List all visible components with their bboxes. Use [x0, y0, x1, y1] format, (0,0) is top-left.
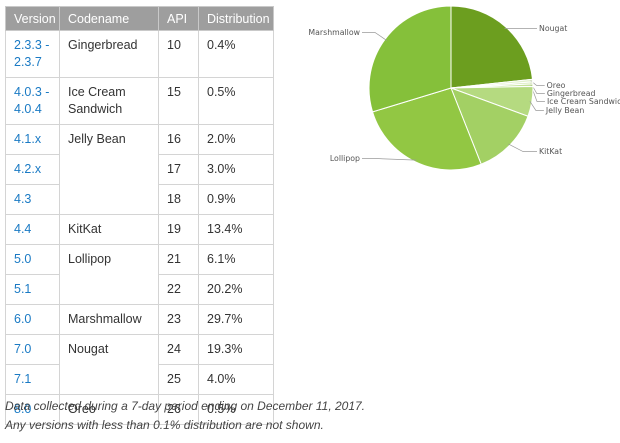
api-cell: 25 — [158, 364, 199, 395]
api-cell: 22 — [158, 274, 199, 305]
version-cell: 4.1.x — [5, 124, 60, 155]
table-row: 5.0 Lollipop 21 6.1% — [5, 244, 274, 305]
api-cell: 26 — [158, 394, 199, 425]
table-row: 7.0 Nougat 24 19.3% — [5, 334, 274, 395]
distribution-table: Version Codename API Distribution 2.3.3 … — [5, 6, 274, 425]
pie-label-oreo: Oreo — [547, 81, 566, 90]
table-row: 4.0.3 - 4.0.4 Ice Cream Sandwich 15 0.5% — [5, 77, 274, 125]
leader-line-lollipop — [362, 158, 417, 161]
version-link[interactable]: 7.1 — [14, 372, 32, 386]
table-header-row: Version Codename API Distribution — [5, 6, 274, 31]
codename-cell: Gingerbread — [59, 30, 159, 78]
version-cell: 5.0 — [5, 244, 60, 275]
leader-line-marshmallow — [362, 32, 387, 41]
version-link[interactable]: 4.4 — [14, 222, 32, 236]
codename-cell: Nougat — [59, 334, 159, 395]
pie-label-lollipop: Lollipop — [330, 154, 360, 163]
distribution-cell: 29.7% — [198, 304, 274, 335]
codename-cell: Marshmallow — [59, 304, 159, 335]
pie-label-marshmallow: Marshmallow — [308, 28, 360, 37]
version-cell: 2.3.3 - 2.3.7 — [5, 30, 60, 78]
distribution-cell: 20.2% — [198, 274, 274, 305]
pie-label-nougat: Nougat — [539, 24, 567, 33]
distribution-cell: 0.4% — [198, 30, 274, 78]
version-cell: 4.4 — [5, 214, 60, 245]
version-cell: 7.1 — [5, 364, 60, 395]
leader-line-kitkat — [508, 143, 537, 152]
version-cell: 4.0.3 - 4.0.4 — [5, 77, 60, 125]
footnote-threshold: Any versions with less than 0.1% distrib… — [5, 418, 324, 432]
version-cell: 4.3 — [5, 184, 60, 215]
distribution-cell: 19.3% — [198, 334, 274, 365]
pie-label-gingerbread: Gingerbread — [547, 89, 596, 98]
distribution-cell: 2.0% — [198, 124, 274, 155]
table-row: 6.0 Marshmallow 23 29.7% — [5, 304, 274, 335]
api-cell: 23 — [158, 304, 199, 335]
leader-line-jelly-bean — [529, 101, 544, 111]
version-link[interactable]: 6.0 — [14, 312, 32, 326]
version-link[interactable]: 4.3 — [14, 192, 32, 206]
version-link[interactable]: 5.0 — [14, 252, 32, 266]
pie-label-kitkat: KitKat — [539, 147, 562, 156]
table-row: 7.1 25 4.0% — [5, 364, 274, 395]
table-row: 8.0 Oreo 26 0.5% — [5, 394, 274, 425]
table-row: 5.1 22 20.2% — [5, 274, 274, 305]
table-row: 4.2.x 17 3.0% — [5, 154, 274, 185]
footnote-data-period: Data collected during a 7-day period end… — [5, 399, 366, 413]
codename-cell: Jelly Bean — [59, 124, 159, 215]
version-cell: 4.2.x — [5, 154, 60, 185]
pie-label-jelly-bean: Jelly Bean — [545, 106, 584, 115]
api-cell: 15 — [158, 77, 199, 125]
header-distribution: Distribution — [198, 6, 274, 31]
table-row: 4.4 KitKat 19 13.4% — [5, 214, 274, 245]
api-cell: 10 — [158, 30, 199, 78]
distribution-cell: 13.4% — [198, 214, 274, 245]
version-cell: 5.1 — [5, 274, 60, 305]
distribution-cell: 0.5% — [198, 77, 274, 125]
version-link[interactable]: 5.1 — [14, 282, 32, 296]
version-cell: 7.0 — [5, 334, 60, 365]
version-link[interactable]: 4.0.3 - 4.0.4 — [14, 85, 50, 116]
distribution-cell: 4.0% — [198, 364, 274, 395]
pie-slice-nougat — [450, 5, 534, 89]
distribution-cell: 3.0% — [198, 154, 274, 185]
version-link[interactable]: 4.1.x — [14, 132, 42, 146]
pie-slice-lollipop — [371, 87, 482, 171]
pie-label-ice-cream-sandwich: Ice Cream Sandwich — [547, 97, 620, 106]
version-link[interactable]: 4.2.x — [14, 162, 42, 176]
api-cell: 17 — [158, 154, 199, 185]
table-row: 2.3.3 - 2.3.7 Gingerbread 10 0.4% — [5, 30, 274, 78]
distribution-cell: 0.5% — [198, 394, 274, 425]
codename-cell: Oreo — [59, 394, 159, 425]
api-cell: 16 — [158, 124, 199, 155]
api-cell: 19 — [158, 214, 199, 245]
version-link[interactable]: 2.3.3 - 2.3.7 — [14, 38, 50, 69]
codename-cell: Lollipop — [59, 244, 159, 305]
distribution-cell: 0.9% — [198, 184, 274, 215]
version-link[interactable]: 8.0 — [14, 402, 32, 416]
header-api: API — [158, 6, 199, 31]
api-cell: 18 — [158, 184, 199, 215]
table-row: 4.1.x Jelly Bean 16 2.0% — [5, 124, 274, 215]
api-cell: 24 — [158, 334, 199, 365]
codename-cell: KitKat — [59, 214, 159, 245]
version-cell: 8.0 — [5, 394, 60, 425]
table-row: 4.3 18 0.9% — [5, 184, 274, 215]
version-link[interactable]: 7.0 — [14, 342, 32, 356]
header-version: Version — [5, 6, 60, 31]
codename-cell: Ice Cream Sandwich — [59, 77, 159, 125]
pie-slice-kitkat — [450, 87, 529, 165]
api-cell: 21 — [158, 244, 199, 275]
version-cell: 6.0 — [5, 304, 60, 335]
distribution-cell: 6.1% — [198, 244, 274, 275]
header-codename: Codename — [59, 6, 159, 31]
